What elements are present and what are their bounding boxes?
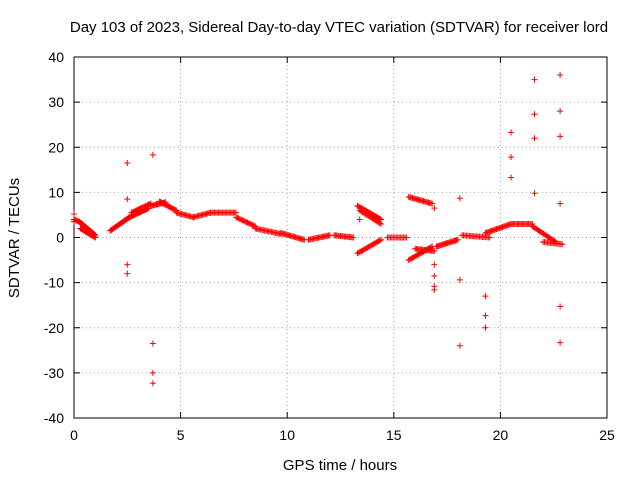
data-point	[244, 219, 251, 226]
data-point	[149, 151, 156, 158]
x-tick-label: 15	[386, 427, 402, 443]
data-point	[233, 214, 240, 221]
data-points	[71, 72, 566, 387]
data-point	[508, 129, 515, 136]
data-point	[557, 200, 564, 207]
x-axis-label: GPS time / hours	[283, 457, 397, 474]
data-point	[236, 215, 243, 222]
data-point	[456, 195, 463, 202]
data-point	[454, 236, 461, 243]
data-point	[557, 303, 564, 310]
data-point	[91, 233, 98, 240]
x-tick-label: 20	[493, 427, 509, 443]
data-point	[92, 234, 99, 241]
data-point	[429, 200, 436, 207]
y-tick-label: -30	[44, 365, 64, 381]
plot-frame	[73, 56, 608, 419]
data-point	[482, 293, 489, 300]
data-point	[124, 160, 131, 167]
y-tick-label: 20	[48, 139, 64, 155]
data-point	[403, 234, 410, 241]
data-point	[531, 111, 538, 118]
data-point	[531, 76, 538, 83]
y-tick-label: 0	[56, 230, 64, 246]
data-point	[431, 286, 438, 293]
data-point	[557, 339, 564, 346]
y-tick-label: 30	[48, 94, 64, 110]
data-point	[247, 220, 254, 227]
data-point	[248, 221, 255, 228]
data-point	[508, 174, 515, 181]
data-point	[431, 272, 438, 279]
y-axis-label: SDTVAR / TECUs	[6, 178, 23, 298]
chart-title: Day 103 of 2023, Sidereal Day-to-day VTE…	[70, 19, 608, 36]
data-point	[243, 219, 250, 226]
data-point	[557, 133, 564, 140]
data-point	[124, 261, 131, 268]
data-point	[356, 216, 363, 223]
data-point	[378, 236, 385, 243]
data-point	[71, 211, 77, 218]
axis-ticks: 0 5 10 15 20 25 -40 -30 -20 -10 0 10 20 30 40	[44, 49, 615, 443]
data-point	[378, 220, 385, 227]
data-point	[235, 215, 242, 222]
data-point	[238, 216, 245, 223]
data-point	[486, 234, 493, 241]
data-point	[559, 241, 566, 248]
data-point	[456, 276, 463, 283]
data-point	[482, 324, 489, 331]
data-point	[350, 234, 357, 241]
x-tick-label: 5	[177, 427, 185, 443]
x-tick-label: 0	[70, 427, 78, 443]
y-tick-label: 40	[48, 49, 64, 65]
data-point	[234, 214, 241, 221]
data-point	[249, 222, 256, 229]
data-point	[431, 261, 438, 268]
data-point	[431, 248, 438, 255]
grid	[74, 57, 607, 418]
data-point	[531, 190, 538, 197]
data-point	[240, 217, 247, 224]
y-tick-label: 10	[48, 184, 64, 200]
data-point	[71, 218, 77, 225]
data-point	[245, 220, 252, 227]
data-point	[508, 154, 515, 161]
data-point	[149, 369, 156, 376]
x-tick-label: 25	[599, 427, 615, 443]
data-point	[456, 342, 463, 349]
data-point	[557, 108, 564, 115]
y-tick-label: -10	[44, 275, 64, 291]
data-point	[250, 222, 257, 229]
data-point	[431, 205, 438, 212]
data-point	[239, 217, 246, 224]
data-point	[149, 340, 156, 347]
data-point	[531, 135, 538, 142]
data-point	[124, 270, 131, 277]
data-point	[241, 218, 248, 225]
data-point	[376, 237, 383, 244]
data-point	[557, 72, 564, 79]
data-point	[482, 312, 489, 319]
x-tick-label: 10	[279, 427, 295, 443]
data-point	[124, 196, 131, 203]
y-tick-label: -20	[44, 320, 64, 336]
data-point	[149, 380, 156, 387]
data-point	[172, 206, 179, 213]
data-point	[376, 220, 383, 227]
y-tick-label: -40	[44, 410, 64, 426]
